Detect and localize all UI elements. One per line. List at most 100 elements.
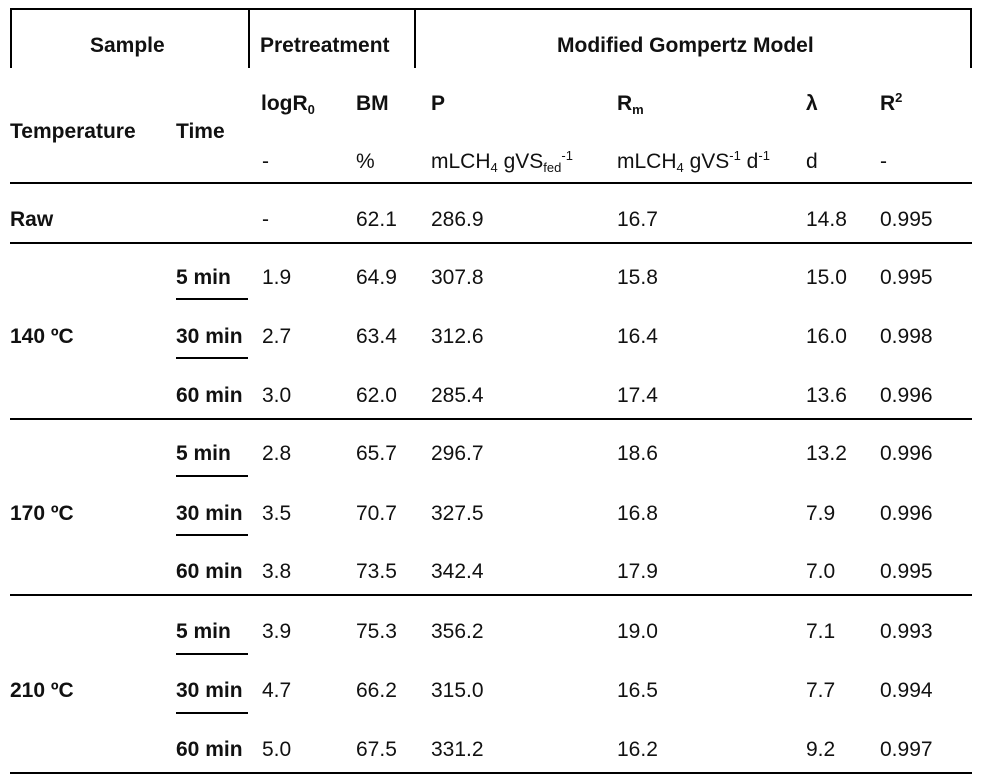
header-bottom-rule bbox=[10, 182, 972, 184]
group-header-pretreatment: Pretreatment bbox=[260, 34, 390, 57]
time-underline bbox=[176, 653, 248, 655]
cell-r2: 0.995 bbox=[880, 266, 933, 289]
cell-logr0: 2.8 bbox=[262, 442, 292, 465]
cell-bm: 65.7 bbox=[356, 442, 397, 465]
cell-bm: 62.1 bbox=[356, 208, 397, 231]
cell-p: 296.7 bbox=[431, 442, 484, 465]
group-header-model: Modified Gompertz Model bbox=[557, 34, 814, 57]
unit-lambda: d bbox=[806, 150, 818, 173]
group-rule-raw bbox=[10, 242, 972, 244]
cell-r2: 0.998 bbox=[880, 325, 933, 348]
cell-bm: 62.0 bbox=[356, 384, 397, 407]
cell-p: 307.8 bbox=[431, 266, 484, 289]
column-header-r2: R2 bbox=[880, 90, 903, 115]
cell-r2: 0.996 bbox=[880, 502, 933, 525]
cell-rm: 15.8 bbox=[617, 266, 658, 289]
time-label: 60 min bbox=[176, 738, 243, 761]
cell-rm: 17.4 bbox=[617, 384, 658, 407]
unit-bm: % bbox=[356, 150, 375, 173]
cell-r2: 0.996 bbox=[880, 384, 933, 407]
cell-bm: 70.7 bbox=[356, 502, 397, 525]
cell-lambda: 9.2 bbox=[806, 738, 836, 761]
cell-logr0: - bbox=[262, 208, 269, 231]
cell-rm: 18.6 bbox=[617, 442, 658, 465]
temperature-label-raw: Raw bbox=[10, 208, 54, 231]
vertical-rule-pretreatment-model bbox=[414, 8, 416, 68]
unit-logr0: - bbox=[262, 150, 269, 173]
column-header-temperature: Temperature bbox=[10, 120, 136, 143]
cell-lambda: 14.8 bbox=[806, 208, 847, 231]
cell-rm: 16.5 bbox=[617, 679, 658, 702]
cell-lambda: 7.9 bbox=[806, 502, 836, 525]
time-label: 30 min bbox=[176, 502, 243, 525]
cell-r2: 0.996 bbox=[880, 442, 933, 465]
cell-p: 331.2 bbox=[431, 738, 484, 761]
time-underline bbox=[176, 475, 248, 477]
cell-logr0: 1.9 bbox=[262, 266, 292, 289]
cell-bm: 67.5 bbox=[356, 738, 397, 761]
group-header-sample: Sample bbox=[90, 34, 165, 57]
temperature-label-170: 170 ºC bbox=[10, 502, 74, 525]
cell-p: 312.6 bbox=[431, 325, 484, 348]
time-underline bbox=[176, 357, 248, 359]
unit-p: mLCH4 gVSfed-1 bbox=[431, 148, 573, 175]
column-header-logr0: logR0 bbox=[261, 92, 315, 117]
column-header-time: Time bbox=[176, 120, 225, 143]
time-label: 5 min bbox=[176, 442, 231, 465]
cell-logr0: 5.0 bbox=[262, 738, 292, 761]
cell-logr0: 3.5 bbox=[262, 502, 292, 525]
cell-logr0: 2.7 bbox=[262, 325, 292, 348]
cell-rm: 19.0 bbox=[617, 620, 658, 643]
temperature-label-140: 140 ºC bbox=[10, 325, 74, 348]
group-rule-140 bbox=[10, 418, 972, 420]
cell-lambda: 16.0 bbox=[806, 325, 847, 348]
cell-p: 315.0 bbox=[431, 679, 484, 702]
time-underline bbox=[176, 534, 248, 536]
cell-rm: 16.8 bbox=[617, 502, 658, 525]
top-rule bbox=[10, 8, 972, 10]
cell-rm: 16.4 bbox=[617, 325, 658, 348]
cell-bm: 73.5 bbox=[356, 560, 397, 583]
cell-lambda: 7.1 bbox=[806, 620, 836, 643]
cell-r2: 0.995 bbox=[880, 560, 933, 583]
vertical-rule-left bbox=[10, 8, 12, 68]
cell-logr0: 4.7 bbox=[262, 679, 292, 702]
cell-bm: 63.4 bbox=[356, 325, 397, 348]
temperature-label-210: 210 ºC bbox=[10, 679, 74, 702]
bottom-rule bbox=[10, 772, 972, 774]
cell-r2: 0.994 bbox=[880, 679, 933, 702]
time-label: 30 min bbox=[176, 325, 243, 348]
column-header-rm: Rm bbox=[617, 92, 644, 117]
vertical-rule-right bbox=[970, 8, 972, 68]
cell-p: 342.4 bbox=[431, 560, 484, 583]
cell-logr0: 3.9 bbox=[262, 620, 292, 643]
cell-bm: 66.2 bbox=[356, 679, 397, 702]
cell-logr0: 3.8 bbox=[262, 560, 292, 583]
cell-bm: 75.3 bbox=[356, 620, 397, 643]
cell-lambda: 13.6 bbox=[806, 384, 847, 407]
time-label: 5 min bbox=[176, 266, 231, 289]
column-header-p: P bbox=[431, 92, 446, 115]
cell-p: 286.9 bbox=[431, 208, 484, 231]
cell-logr0: 3.0 bbox=[262, 384, 292, 407]
cell-rm: 16.7 bbox=[617, 208, 658, 231]
column-header-bm: BM bbox=[356, 92, 389, 115]
unit-r2: - bbox=[880, 150, 887, 173]
time-label: 5 min bbox=[176, 620, 231, 643]
time-label: 30 min bbox=[176, 679, 243, 702]
cell-p: 327.5 bbox=[431, 502, 484, 525]
cell-r2: 0.995 bbox=[880, 208, 933, 231]
cell-p: 285.4 bbox=[431, 384, 484, 407]
cell-rm: 17.9 bbox=[617, 560, 658, 583]
cell-lambda: 7.0 bbox=[806, 560, 836, 583]
column-header-lambda: λ bbox=[806, 92, 818, 115]
cell-p: 356.2 bbox=[431, 620, 484, 643]
unit-rm: mLCH4 gVS-1 d-1 bbox=[617, 148, 770, 175]
vertical-rule-sample-pretreatment bbox=[248, 8, 250, 68]
cell-lambda: 13.2 bbox=[806, 442, 847, 465]
cell-lambda: 15.0 bbox=[806, 266, 847, 289]
time-underline bbox=[176, 712, 248, 714]
time-label: 60 min bbox=[176, 560, 243, 583]
group-rule-170 bbox=[10, 594, 972, 596]
cell-bm: 64.9 bbox=[356, 266, 397, 289]
